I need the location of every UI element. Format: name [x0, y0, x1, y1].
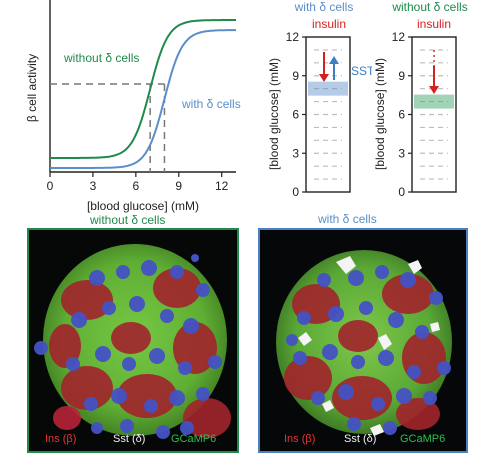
setpoint-ylabel-without: [blood glucose] (mM)	[373, 58, 387, 170]
x-tick-label: 6	[133, 179, 140, 193]
micrograph-with-delta: Ins (β) Sst (δ) GCaMP6	[258, 228, 468, 453]
x-tick-label: 0	[47, 179, 54, 193]
setpoint-title-with: with δ cells	[294, 0, 354, 14]
insulin-label-with: insulin	[312, 17, 346, 31]
setpoint-title-without: without δ cells	[391, 0, 467, 14]
curve-label-without: without δ cells	[63, 51, 139, 65]
insulin-label-without: insulin	[417, 17, 451, 31]
y-tick-label: 9	[292, 69, 299, 83]
activity-curve-chart: 0 3 6 9 12 without δ cells with δ cells [blo…	[25, 0, 241, 213]
setpoint-chart-without-delta: without δ cells insulin 0 3 6 9 12 [blood gl…	[373, 0, 468, 199]
stain-sst-with: Sst (δ)	[344, 433, 377, 445]
insulin-arrow-head-with	[319, 74, 329, 82]
sst-arrow-head	[329, 56, 339, 64]
y-tick-label: 0	[292, 185, 299, 199]
micrograph-title-with: with δ cells	[318, 212, 377, 226]
x-tick-label: 3	[90, 179, 97, 193]
y-axis-label: β cell activity	[25, 54, 39, 122]
y-tick-label: 12	[286, 30, 300, 44]
micrograph-frame-with	[258, 228, 468, 453]
curve-label-with: with δ cells	[181, 97, 241, 111]
y-tick-label: 12	[392, 30, 406, 44]
sst-label: SST	[351, 64, 372, 78]
islet-image-with	[276, 250, 452, 436]
y-tick-label: 6	[292, 108, 299, 122]
micrograph-frame-without	[27, 228, 239, 453]
stain-gcamp-with: GCaMP6	[400, 433, 446, 445]
y-tick-label: 9	[398, 69, 405, 83]
stain-ins-without: Ins (β)	[45, 433, 77, 445]
y-tick-label: 3	[292, 146, 299, 160]
stain-ins-with: Ins (β)	[284, 433, 316, 445]
curve-with-delta	[50, 29, 237, 169]
setpoint-band-with	[308, 81, 348, 96]
x-tick-label: 9	[175, 179, 182, 193]
y-tick-label: 3	[398, 146, 405, 160]
islet-image-without	[34, 244, 231, 439]
x-axis-label: [blood glucose] (mM)	[87, 199, 199, 213]
setpoint-chart-with-delta: with δ cells insulin SST 0 3 6 9 12 [blood g…	[267, 0, 372, 199]
micrograph-title-without: without δ cells	[90, 213, 166, 227]
micrograph-without-delta: Ins (β) Sst (δ) GCaMP6	[27, 228, 239, 453]
setpoint-ylabel-with: [blood glucose] (mM)	[267, 58, 281, 170]
y-tick-label: 0	[398, 185, 405, 199]
curve-without-delta	[50, 19, 236, 159]
setpoint-band-without	[414, 94, 454, 109]
stain-sst-without: Sst (δ)	[113, 433, 146, 445]
insulin-arrow-head-without	[429, 86, 439, 94]
y-tick-label: 6	[398, 108, 405, 122]
x-tick-label: 12	[215, 179, 229, 193]
stain-gcamp-without: GCaMP6	[171, 433, 217, 445]
